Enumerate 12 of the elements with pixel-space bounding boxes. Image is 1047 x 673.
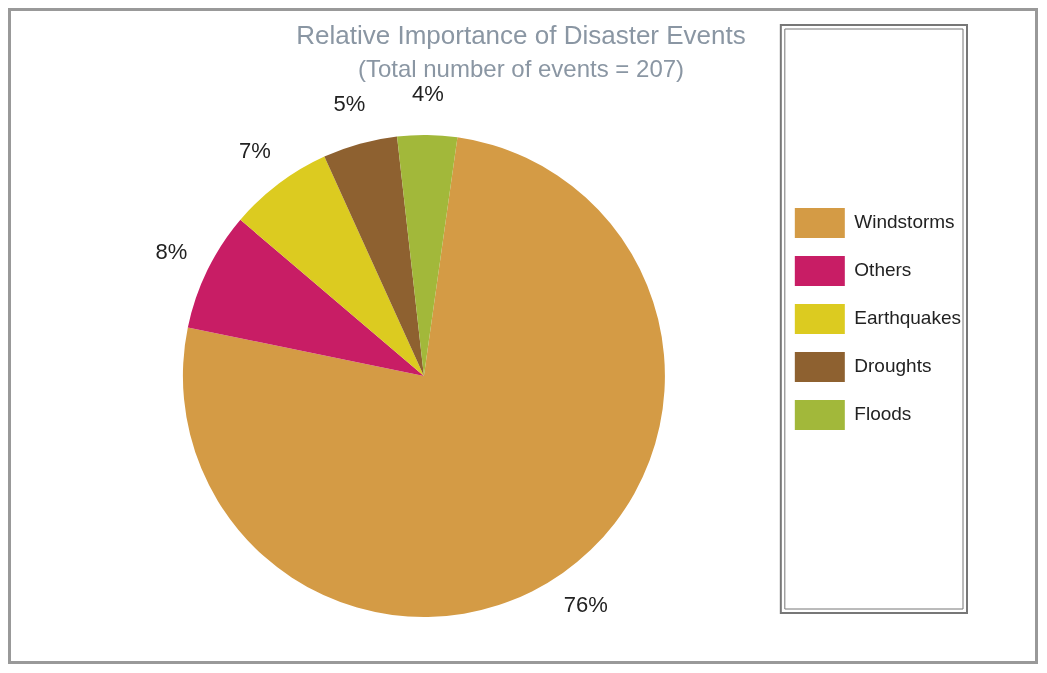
text: (Total number of events = 207) (357, 55, 685, 83)
legend-label: Earthquakes (854, 307, 962, 329)
data-label: 4% (411, 81, 444, 107)
chart-title: Relative Importance of Disaster Events (296, 19, 746, 50)
legend-label: Droughts (854, 355, 932, 377)
legend-label: Windstorms (854, 211, 955, 233)
data-label: 76% (563, 591, 608, 617)
data-label: 5% (333, 91, 366, 117)
legend-label: Others (854, 259, 912, 281)
legend-label: Floods (854, 403, 912, 425)
data-label: 7% (238, 137, 271, 163)
data-label: 8% (155, 238, 188, 264)
